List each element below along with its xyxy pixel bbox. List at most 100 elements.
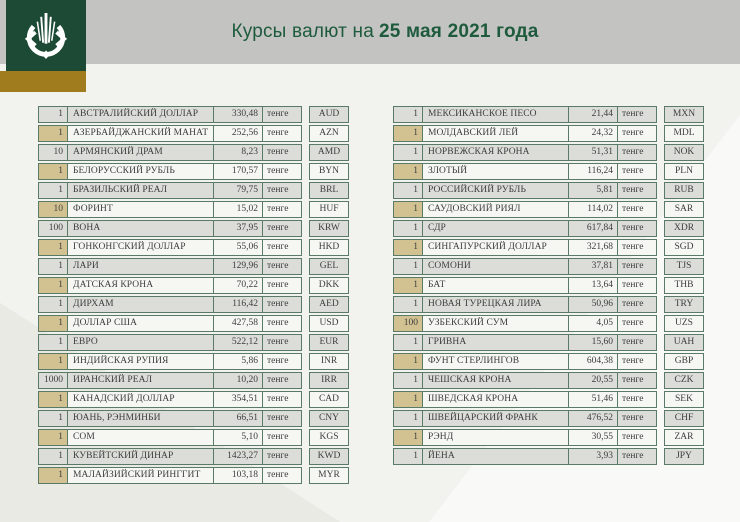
unit-label-cell: тенге [262, 258, 302, 275]
currency-code-cell: CNY [309, 410, 349, 427]
currency-code-cell: RUB [664, 182, 704, 199]
currency-name-cell: НОВАЯ ТУРЕЦКАЯ ЛИРА [422, 296, 569, 313]
currency-name-cell: ЛАРИ [67, 258, 214, 275]
column-gap [302, 106, 309, 123]
rate-row: 1 СДР 617,84 тенге XDR [393, 220, 704, 237]
quantity-cell: 1 [393, 410, 423, 427]
rate-row: 1 ГРИВНА 15,60 тенге UAH [393, 334, 704, 351]
page-title-date: 25 мая 2021 года [379, 21, 539, 42]
currency-name-cell: ЗЛОТЫЙ [422, 163, 569, 180]
unit-label-cell: тенге [262, 125, 302, 142]
rate-value-cell: 15,02 [213, 201, 263, 218]
column-gap [302, 410, 309, 427]
column-gap [657, 391, 664, 408]
rate-value-cell: 5,10 [213, 429, 263, 446]
rate-value-cell: 604,38 [568, 353, 618, 370]
unit-label-cell: тенге [617, 315, 657, 332]
currency-name-cell: КУВЕЙТСКИЙ ДИНАР [67, 448, 214, 465]
quantity-cell: 1 [38, 163, 68, 180]
column-gap [657, 258, 664, 275]
currency-name-cell: РОССИЙСКИЙ РУБЛЬ [422, 182, 569, 199]
column-gap [657, 277, 664, 294]
currency-name-cell: ФУНТ СТЕРЛИНГОВ [422, 353, 569, 370]
rate-value-cell: 20,55 [568, 372, 618, 389]
quantity-cell: 1 [393, 448, 423, 465]
quantity-cell: 1 [393, 334, 423, 351]
currency-name-cell: ШВЕЙЦАРСКИЙ ФРАНК [422, 410, 569, 427]
rate-row: 1 ЧЕШСКАЯ КРОНА 20,55 тенге CZK [393, 372, 704, 389]
column-gap [302, 296, 309, 313]
rate-value-cell: 79,75 [213, 182, 263, 199]
currency-name-cell: БЕЛОРУССКИЙ РУБЛЬ [67, 163, 214, 180]
quantity-cell: 1 [393, 391, 423, 408]
currency-code-cell: KRW [309, 220, 349, 237]
quantity-cell: 1 [393, 239, 423, 256]
unit-label-cell: тенге [617, 201, 657, 218]
rate-value-cell: 427,58 [213, 315, 263, 332]
quantity-cell: 1 [393, 106, 423, 123]
currency-name-cell: ИНДИЙСКАЯ РУПИЯ [67, 353, 214, 370]
rate-value-cell: 55,06 [213, 239, 263, 256]
column-gap [302, 353, 309, 370]
unit-label-cell: тенге [617, 220, 657, 237]
column-gap [657, 296, 664, 313]
currency-code-cell: THB [664, 277, 704, 294]
rate-value-cell: 476,52 [568, 410, 618, 427]
rate-row: 1 РОССИЙСКИЙ РУБЛЬ 5,81 тенге RUB [393, 182, 704, 199]
rate-row: 1 ШВЕДСКАЯ КРОНА 51,46 тенге SEK [393, 391, 704, 408]
column-gap [302, 391, 309, 408]
unit-label-cell: тенге [617, 125, 657, 142]
unit-label-cell: тенге [262, 429, 302, 446]
currency-name-cell: ГОНКОНГСКИЙ ДОЛЛАР [67, 239, 214, 256]
rate-value-cell: 114,02 [568, 201, 618, 218]
rate-row: 1 КУВЕЙТСКИЙ ДИНАР 1423,27 тенге KWD [38, 448, 349, 465]
rate-row: 1 ЮАНЬ, РЭНМИНБИ 66,51 тенге CNY [38, 410, 349, 427]
unit-label-cell: тенге [262, 277, 302, 294]
currency-code-cell: TRY [664, 296, 704, 313]
bank-emblem-icon [24, 12, 68, 59]
currency-name-cell: АВСТРАЛИЙСКИЙ ДОЛЛАР [67, 106, 214, 123]
column-gap [302, 372, 309, 389]
rate-row: 1 АЗЕРБАЙДЖАНСКИЙ МАНАТ 252,56 тенге AZN [38, 125, 349, 142]
rate-row: 1 БРАЗИЛЬСКИЙ РЕАЛ 79,75 тенге BRL [38, 182, 349, 199]
currency-code-cell: GBP [664, 353, 704, 370]
unit-label-cell: тенге [262, 448, 302, 465]
currency-name-cell: ФОРИНТ [67, 201, 214, 218]
currency-code-cell: AUD [309, 106, 349, 123]
rate-row: 1 РЭНД 30,55 тенге ZAR [393, 429, 704, 446]
currency-name-cell: СИНГАПУРСКИЙ ДОЛЛАР [422, 239, 569, 256]
rate-value-cell: 116,42 [213, 296, 263, 313]
unit-label-cell: тенге [262, 296, 302, 313]
currency-code-cell: MDL [664, 125, 704, 142]
unit-label-cell: тенге [262, 391, 302, 408]
rate-row: 1 ЕВРО 522,12 тенге EUR [38, 334, 349, 351]
column-gap [302, 163, 309, 180]
unit-label-cell: тенге [617, 106, 657, 123]
column-gap [302, 315, 309, 332]
unit-label-cell: тенге [262, 334, 302, 351]
rate-value-cell: 13,64 [568, 277, 618, 294]
rate-value-cell: 330,48 [213, 106, 263, 123]
rate-value-cell: 24,32 [568, 125, 618, 142]
column-gap [302, 258, 309, 275]
quantity-cell: 1 [393, 220, 423, 237]
column-gap [657, 353, 664, 370]
quantity-cell: 1 [38, 182, 68, 199]
currency-code-cell: USD [309, 315, 349, 332]
currency-code-cell: GEL [309, 258, 349, 275]
quantity-cell: 100 [393, 315, 423, 332]
currency-name-cell: МЕКСИКАНСКОЕ ПЕСО [422, 106, 569, 123]
currency-code-cell: MXN [664, 106, 704, 123]
rate-value-cell: 66,51 [213, 410, 263, 427]
rate-row: 1 НОРВЕЖСКАЯ КРОНА 51,31 тенге NOK [393, 144, 704, 161]
currency-code-cell: SEK [664, 391, 704, 408]
currency-code-cell: SAR [664, 201, 704, 218]
column-gap [657, 201, 664, 218]
unit-label-cell: тенге [617, 144, 657, 161]
quantity-cell: 10 [38, 201, 68, 218]
currency-code-cell: KWD [309, 448, 349, 465]
quantity-cell: 10 [38, 144, 68, 161]
rate-row: 1 АВСТРАЛИЙСКИЙ ДОЛЛАР 330,48 тенге AUD [38, 106, 349, 123]
rate-value-cell: 51,31 [568, 144, 618, 161]
